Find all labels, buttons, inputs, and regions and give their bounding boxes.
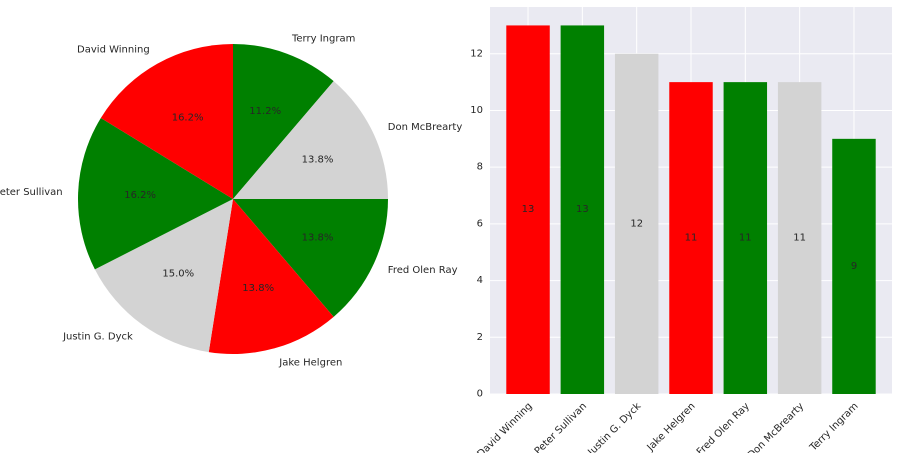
pie-percent-label: 13.8% [302, 232, 334, 243]
bar-value-label: 13 [522, 204, 535, 215]
pie-percent-label: 16.2% [124, 190, 156, 201]
x-tick-label: Terry Ingram [807, 401, 860, 453]
x-tick-label: Fred Olen Ray [695, 401, 752, 453]
x-tick-label: Don McBrearty [746, 401, 806, 453]
y-tick-label: 4 [477, 275, 483, 286]
pie-slice [233, 44, 334, 199]
pie-percent-label: 16.2% [172, 112, 204, 123]
bar-value-label: 11 [739, 233, 752, 244]
pie-slice [233, 199, 388, 317]
y-tick-label: 0 [477, 389, 483, 400]
pie-chart: 11.2% Terry Ingram 13.8% Don McBrearty 13.8%… [0, 34, 462, 369]
bar-value-label: 13 [576, 204, 589, 215]
bar-value-label: 9 [851, 261, 857, 272]
pie-percent-label: 11.2% [249, 106, 281, 117]
pie-slice [208, 199, 334, 354]
y-tick-label: 10 [470, 105, 483, 116]
bar [560, 25, 605, 395]
pie-category-label: Peter Sullivan [0, 187, 63, 198]
bar-chart: 0 2 4 6 8 10 12 13 David Winning 13 Peter Sullivan… [470, 7, 892, 453]
bar [614, 53, 659, 394]
y-tick-label: 12 [470, 48, 483, 59]
bar-value-label: 11 [685, 233, 698, 244]
bar [506, 25, 550, 395]
pie-percent-label: 13.8% [242, 283, 274, 294]
pie-category-label: Fred Olen Ray [388, 265, 458, 276]
bar [832, 138, 876, 394]
y-tick-label: 8 [477, 162, 483, 173]
pie-slice [94, 199, 233, 353]
bar [723, 82, 768, 394]
x-tick-label: Peter Sullivan [533, 401, 589, 453]
pie-category-label: David Winning [77, 45, 150, 56]
pie-slice [100, 43, 233, 200]
pie-percent-label: 15.0% [162, 269, 194, 280]
y-tick-label: 6 [477, 218, 483, 229]
bar [669, 82, 713, 394]
x-tick-label: David Winning [476, 401, 535, 453]
bar-value-label: 12 [630, 218, 643, 229]
pie-slice [233, 81, 388, 199]
bar-value-label: 11 [793, 233, 806, 244]
y-tick-label: 2 [477, 332, 483, 343]
pie-category-label: Jake Helgren [278, 358, 342, 369]
pie-slice [77, 118, 233, 270]
x-tick-label: Justin G. Dyck [586, 401, 644, 453]
pie-category-label: Don McBrearty [388, 122, 463, 133]
pie-category-label: Justin G. Dyck [62, 331, 133, 342]
pie-category-label: Terry Ingram [291, 34, 355, 45]
pie-percent-label: 13.8% [302, 155, 334, 166]
bar [777, 82, 822, 394]
x-tick-label: Jake Helgren [645, 401, 698, 453]
